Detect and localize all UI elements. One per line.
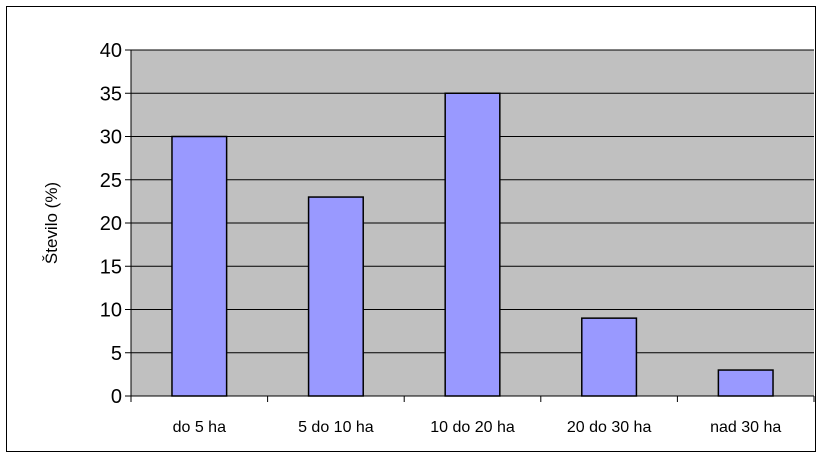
y-tick-labels: 0 5 10 15 20 25 30 35 40 — [100, 40, 122, 408]
y-tick-label: 20 — [100, 213, 122, 235]
x-tick-label: nad 30 ha — [710, 419, 781, 436]
y-axis-title: Število (%) — [42, 182, 61, 264]
x-tick-label: 5 do 10 ha — [298, 419, 374, 436]
y-tick-label: 30 — [100, 127, 122, 149]
bar — [717, 369, 774, 397]
bar — [171, 135, 228, 397]
x-tick-label: 10 do 20 ha — [430, 419, 515, 436]
axes — [125, 49, 815, 402]
y-tick-label: 25 — [100, 170, 122, 192]
bar — [307, 196, 364, 397]
y-tick-label: 15 — [100, 256, 122, 278]
y-tick-label: 5 — [111, 343, 122, 365]
x-tick-label: do 5 ha — [173, 419, 226, 436]
x-tick-labels: do 5 ha 5 do 10 ha 10 do 20 ha 20 do 30 ha n… — [173, 419, 782, 436]
bars — [171, 92, 774, 397]
x-tick-label: 20 do 30 ha — [567, 419, 652, 436]
y-tick-label: 40 — [100, 40, 122, 62]
y-tick-label: 35 — [100, 83, 122, 105]
y-tick-label: 10 — [100, 300, 122, 322]
y-tick-label: 0 — [111, 386, 122, 408]
bar — [581, 317, 638, 397]
bar — [444, 92, 501, 397]
